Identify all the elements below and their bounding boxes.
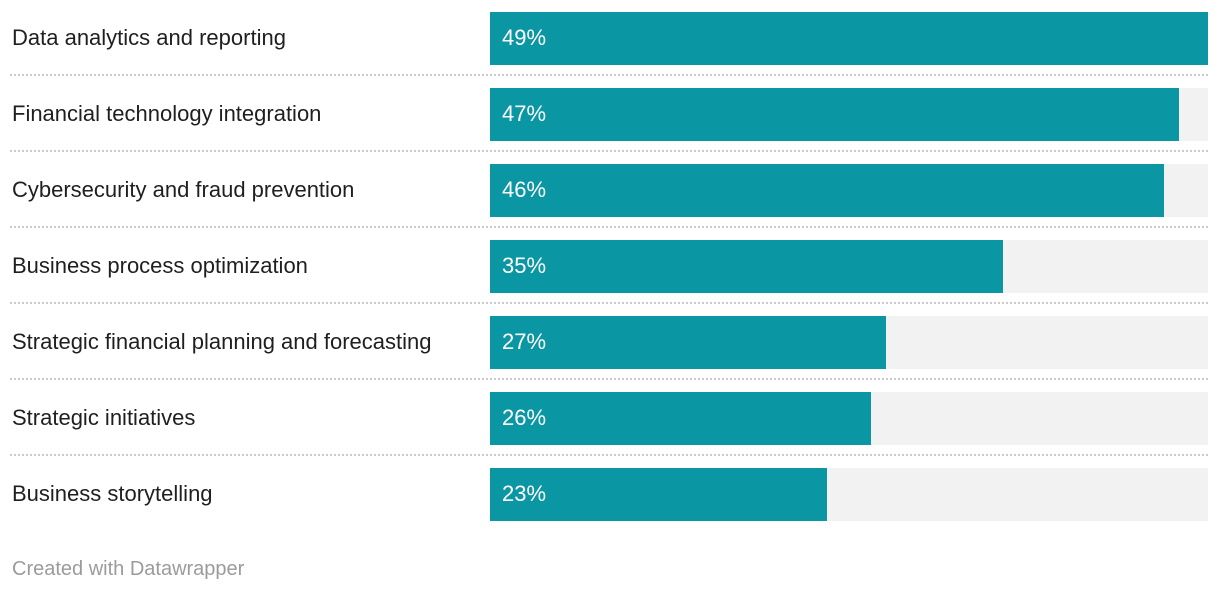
bar-value-label: 27% bbox=[502, 329, 547, 354]
bar-value-label: 23% bbox=[502, 481, 547, 506]
chart-row: Cybersecurity and fraud prevention 46% bbox=[0, 152, 1220, 228]
chart-footer: Created with Datawrapper bbox=[0, 532, 1220, 581]
bar-value-label: 49% bbox=[502, 25, 547, 50]
chart-rows: Data analytics and reporting 49% Financi… bbox=[0, 0, 1220, 532]
bar-value-label: 35% bbox=[502, 253, 547, 278]
bar-track: 23% bbox=[490, 467, 1208, 521]
bar: 26% bbox=[490, 391, 871, 445]
bar: 27% bbox=[490, 315, 886, 369]
bar: 23% bbox=[490, 467, 828, 521]
bar-track: 26% bbox=[490, 391, 1208, 445]
chart-row: Strategic initiatives 26% bbox=[0, 380, 1220, 456]
chart-row: Business storytelling 23% bbox=[0, 456, 1220, 532]
bar-value-label: 46% bbox=[502, 177, 547, 202]
chart-row: Financial technology integration 47% bbox=[0, 76, 1220, 152]
bar-value-label: 47% bbox=[502, 101, 547, 126]
category-label: Business process optimization bbox=[12, 252, 308, 278]
category-label: Strategic financial planning and forecas… bbox=[12, 328, 432, 354]
bar-track: 46% bbox=[490, 163, 1208, 217]
chart-row: Data analytics and reporting 49% bbox=[0, 0, 1220, 76]
bar: 47% bbox=[490, 87, 1179, 141]
category-label: Financial technology integration bbox=[12, 100, 322, 126]
bar: 49% bbox=[490, 11, 1208, 65]
datawrapper-credit-link[interactable]: Created with Datawrapper bbox=[12, 558, 245, 580]
chart-row: Strategic financial planning and forecas… bbox=[0, 304, 1220, 380]
bar-track: 27% bbox=[490, 315, 1208, 369]
bar-track: 47% bbox=[490, 87, 1208, 141]
category-label: Data analytics and reporting bbox=[12, 24, 286, 50]
bar-track: 49% bbox=[490, 11, 1208, 65]
chart-row: Business process optimization 35% bbox=[0, 228, 1220, 304]
bar: 35% bbox=[490, 239, 1003, 293]
bar-track: 35% bbox=[490, 239, 1208, 293]
category-label: Strategic initiatives bbox=[12, 404, 196, 430]
category-label: Cybersecurity and fraud prevention bbox=[12, 176, 355, 202]
category-label: Business storytelling bbox=[12, 480, 213, 506]
bar-value-label: 26% bbox=[502, 405, 547, 430]
bar: 46% bbox=[490, 163, 1165, 217]
